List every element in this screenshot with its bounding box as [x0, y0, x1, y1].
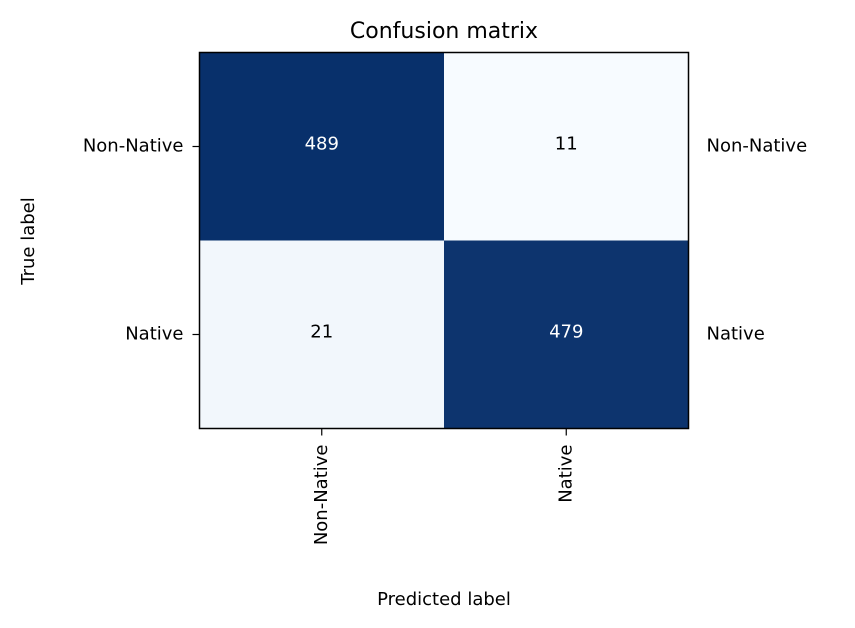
right-tick-label: Native — [707, 324, 765, 345]
cell-value-label: 479 — [549, 322, 583, 343]
y-tick-label: Non-Native — [83, 136, 184, 157]
x-axis-ticks: Non-Native Native — [311, 428, 576, 546]
y-axis-label: True label — [18, 197, 39, 286]
x-axis-label: Predicted label — [377, 589, 511, 610]
heatmap-cells — [199, 52, 689, 429]
x-tick-label: Native — [555, 445, 576, 503]
y-tick-label: Native — [125, 324, 183, 345]
heatmap-cell — [444, 240, 689, 429]
heatmap-cell — [199, 52, 445, 241]
plot-frame — [198, 51, 690, 430]
right-tick-label: Non-Native — [707, 136, 808, 157]
heatmap-cell — [444, 52, 689, 241]
y-axis-ticks: Non-Native Native — [83, 136, 200, 345]
cell-value-label: 489 — [305, 134, 339, 155]
x-tick-label: Non-Native — [311, 445, 332, 546]
right-axis-labels: Non-Native Native — [707, 136, 808, 345]
heatmap-cell-labels: 489 11 21 479 — [305, 134, 584, 343]
cell-value-label: 21 — [310, 322, 333, 343]
cell-value-label: 11 — [555, 134, 578, 155]
heatmap-cell — [199, 240, 445, 429]
chart-title: Confusion matrix — [350, 19, 538, 44]
